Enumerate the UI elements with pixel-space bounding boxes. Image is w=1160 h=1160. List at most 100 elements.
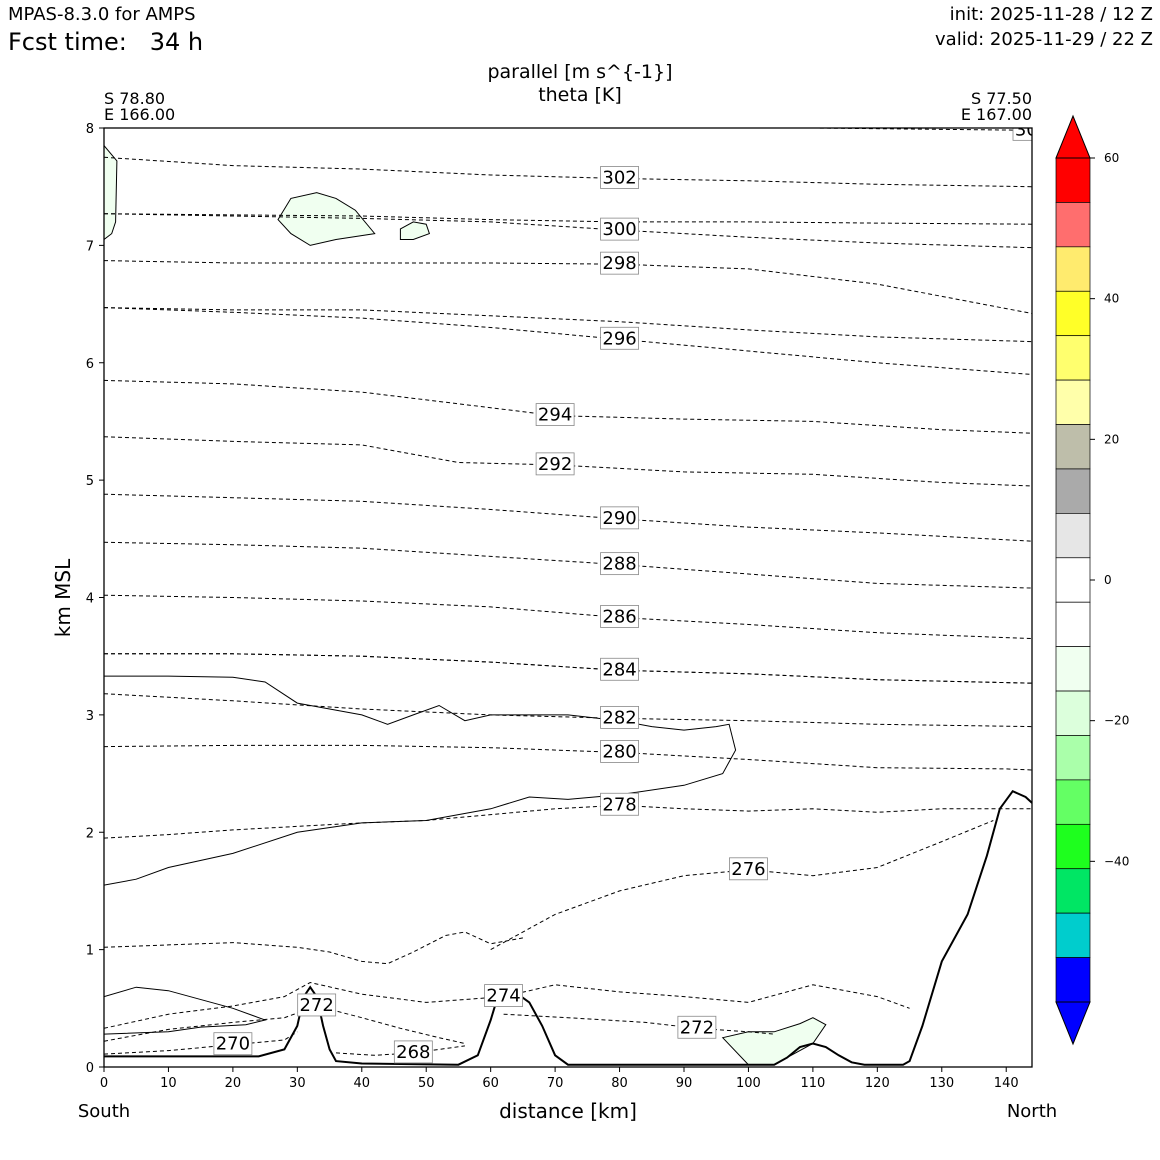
theta-label-text: 290 (602, 508, 636, 529)
colorbar-bin (1055, 823, 1091, 870)
theta-contour-line (104, 1031, 298, 1055)
theta-label-box (600, 792, 639, 816)
theta-label-text: 276 (731, 859, 765, 880)
wind-fill-region (104, 144, 118, 241)
theta-label-text: 280 (602, 741, 636, 762)
theta-label-box (677, 1015, 717, 1039)
theta-label-box (600, 552, 639, 576)
wind-contour-line (104, 675, 737, 886)
colorbar-bin (1055, 246, 1091, 292)
theta-label-box (535, 403, 575, 426)
theta-label-box (600, 251, 639, 275)
theta-contour-label: 272 (297, 993, 337, 1017)
theta-label-box (600, 657, 639, 681)
theta-label-text: 302 (602, 167, 636, 188)
theta-contour-line (104, 744, 1032, 771)
theta-contour-label: 286 (600, 605, 639, 628)
x-tick-label: 60 (482, 1076, 499, 1091)
theta-contour-label: 300 (600, 217, 639, 241)
theta-label-box (600, 326, 639, 350)
theta-contour-label: 284 (600, 657, 639, 681)
theta-contour-label: 296 (600, 326, 639, 350)
chart-title-line-2: theta [K] (538, 84, 622, 106)
colorbar-bin (1055, 513, 1091, 559)
y-tick-label: 8 (86, 122, 94, 137)
colorbar-under-arrow (1055, 1001, 1091, 1046)
theta-contour-line (104, 213, 1032, 225)
y-tick-label: 4 (86, 592, 94, 607)
theta-contour-line (104, 804, 1032, 839)
x-tick-label: 10 (160, 1076, 177, 1091)
theta-label-text: 268 (396, 1042, 430, 1063)
colorbar-bin (1055, 957, 1091, 1003)
colorbar-tick-label: 40 (1104, 292, 1119, 306)
theta-contour-label: 282 (600, 705, 639, 729)
init-time: init: 2025-11-28 / 12 Z (949, 4, 1153, 25)
model-title: MPAS-8.3.0 for AMPS (8, 4, 196, 25)
colorbar-bin (1055, 779, 1091, 825)
colorbar-bin (1055, 290, 1091, 337)
theta-contour-line (104, 541, 1032, 589)
forecast-time: Fcst time: 34 h (8, 28, 203, 56)
theta-label-box (1012, 128, 1032, 141)
y-tick-label: 7 (86, 239, 94, 254)
left-end-lat: S 78.80 (104, 89, 165, 108)
theta-contour-label: 294 (535, 403, 575, 426)
x-tick-label: 80 (611, 1076, 628, 1091)
colorbar-tick-label: 20 (1104, 432, 1119, 446)
x-tick-label: 130 (929, 1076, 954, 1091)
theta-label-text: 270 (216, 1034, 250, 1055)
colorbar-bin (1055, 735, 1091, 781)
colorbar-bin (1055, 157, 1091, 203)
theta-contour-line (104, 213, 1032, 249)
y-tick-label: 5 (86, 474, 94, 489)
colorbar-bin (1055, 690, 1091, 736)
theta-contour-label: 270 (213, 1032, 253, 1056)
theta-contour-line (104, 307, 1032, 375)
theta-label-text: 282 (602, 707, 636, 728)
colorbar-bin (1055, 424, 1091, 470)
x-tick-label: 50 (418, 1076, 435, 1091)
theta-label-text: 288 (602, 554, 636, 575)
colorbar-bin (1055, 202, 1091, 248)
theta-label-text: 286 (602, 606, 636, 627)
theta-label-text: 272 (299, 995, 333, 1016)
wind-contour-line (104, 986, 267, 1035)
valid-time: valid: 2025-11-29 / 22 Z (935, 29, 1153, 50)
theta-label-text: 300 (602, 219, 636, 240)
theta-label-box (729, 857, 768, 881)
forecast-time-label: Fcst time: (8, 28, 127, 56)
y-tick-label: 0 (86, 1061, 94, 1076)
chart-title-line-1: parallel [m s^{-1}] (487, 61, 672, 83)
wind-fill-region (277, 192, 376, 246)
colorbar-tick-label: 0 (1104, 573, 1112, 587)
theta-label-text: 278 (602, 794, 636, 815)
colorbar-bin (1055, 912, 1091, 958)
theta-contour-label: 276 (729, 857, 768, 881)
theta-contour-label: 302 (600, 166, 639, 189)
theta-label-box (535, 452, 575, 476)
y-tick-label: 2 (86, 826, 94, 841)
colorbar-tick-label: −20 (1104, 714, 1129, 728)
theta-label-text: 304 (1015, 119, 1049, 140)
theta-contour-line (104, 493, 1032, 542)
theta-contour-line (104, 653, 1032, 684)
theta-contour-label: 298 (600, 251, 639, 275)
colorbar-bin (1055, 468, 1091, 514)
x-tick-label: 20 (225, 1076, 242, 1091)
left-end-side: South (78, 1101, 130, 1122)
theta-label-text: 274 (486, 986, 520, 1007)
theta-label-box (600, 217, 639, 241)
y-axis-label: km MSL (51, 558, 75, 637)
colorbar-tick-label: 60 (1104, 151, 1119, 165)
colorbar-bin (1055, 868, 1091, 914)
theta-label-text: 298 (602, 253, 636, 274)
theta-contour-label: 290 (600, 506, 639, 530)
theta-label-box (213, 1032, 253, 1056)
x-tick-label: 120 (865, 1076, 890, 1091)
theta-contour-label: 274 (484, 984, 523, 1007)
theta-contour-line (104, 156, 1032, 188)
theta-label-text: 296 (602, 328, 636, 349)
x-tick-label: 0 (100, 1076, 108, 1091)
